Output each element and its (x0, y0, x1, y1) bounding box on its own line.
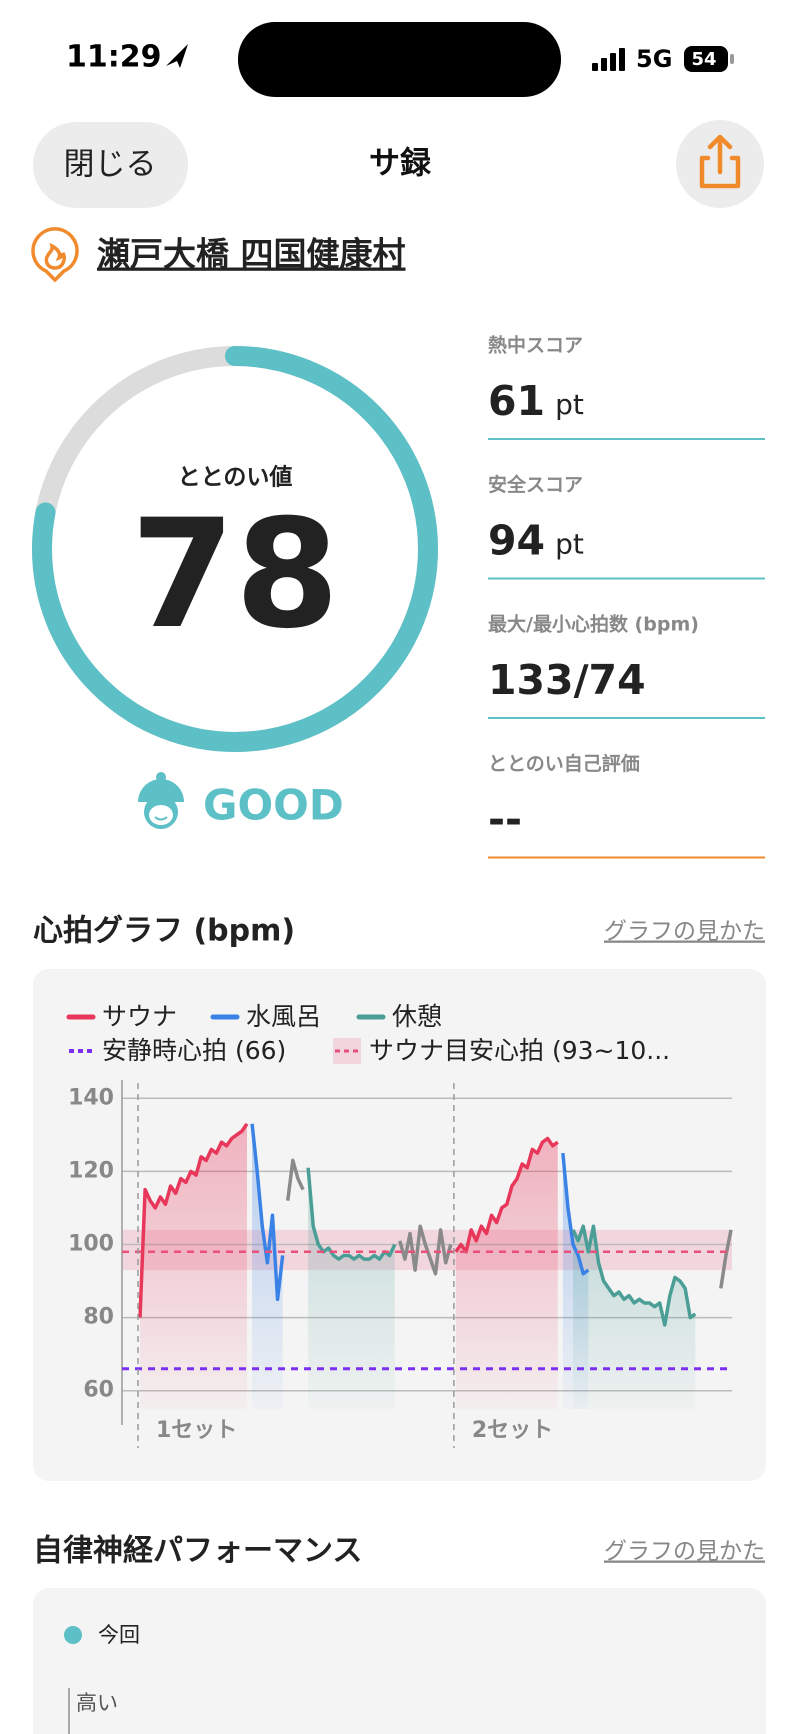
help-link[interactable]: グラフの見かた (604, 919, 765, 945)
set-label: 2セット (472, 1418, 553, 1443)
axis-label: 高い (76, 1691, 118, 1715)
stat-label: 熱中スコア (488, 334, 583, 357)
line (398, 1224, 453, 1276)
battery-level: 54 (691, 49, 716, 70)
location-arrow (166, 44, 188, 68)
close-button[interactable] (33, 122, 188, 208)
help-link[interactable]: グラフの見かた (604, 1539, 765, 1565)
network: 5G (636, 45, 672, 73)
legend-label: 水風呂 (246, 1002, 321, 1031)
y-tick-label: 120 (68, 1158, 114, 1183)
header-title: サ録 (369, 146, 432, 182)
line (454, 1136, 559, 1254)
y-tick-label: 140 (68, 1085, 114, 1110)
section-title: 自律神経パフォーマンス (33, 1534, 362, 1569)
line (571, 1224, 697, 1327)
y-tick-label: 80 (83, 1305, 114, 1330)
close-label[interactable]: 閉じる (64, 147, 157, 183)
score-label: ととのい値 (178, 465, 293, 491)
rating-icon (138, 772, 184, 829)
legend-label: 安静時心拍 (66) (102, 1036, 286, 1065)
score-value: 78 (131, 488, 340, 662)
rating: GOOD (203, 781, 344, 830)
legend-label: サウナ目安心拍 (93~10... (369, 1036, 670, 1065)
area (455, 1138, 558, 1409)
location-name[interactable]: 瀬戸大橋 四国健康村 (97, 235, 406, 274)
line (138, 1122, 249, 1318)
stat-label: ととのい自己評価 (488, 752, 640, 775)
share-icon[interactable] (699, 134, 741, 189)
status-time: 11:29 (66, 40, 162, 75)
stat-label: 安全スコア (488, 473, 583, 496)
legend-label: 休憩 (392, 1002, 442, 1031)
area (252, 1123, 283, 1409)
dynamic-island (238, 22, 561, 97)
battery (684, 46, 728, 72)
legend-dot (64, 1626, 82, 1644)
line (719, 1229, 733, 1289)
area (140, 1123, 247, 1409)
battery-tip (730, 54, 734, 64)
stat-unit: pt (555, 528, 584, 561)
legend-label: 今回 (98, 1623, 140, 1647)
stat-unit: pt (555, 388, 584, 421)
stat-label: 最大/最小心拍数 (bpm) (488, 613, 699, 636)
line (250, 1123, 285, 1302)
legend-label: サウナ (102, 1002, 177, 1031)
line (286, 1158, 305, 1201)
area (573, 1226, 696, 1409)
stat-value: 94 (488, 517, 545, 565)
line (561, 1152, 590, 1276)
autonomic-card (33, 1588, 766, 1734)
signal-icon (592, 48, 625, 71)
set-label: 1セット (156, 1418, 237, 1443)
y-tick-label: 100 (68, 1232, 114, 1257)
area (308, 1167, 395, 1409)
section-title: 心拍グラフ (bpm) (33, 914, 295, 949)
stat-value: 61 (488, 377, 545, 425)
y-tick-label: 60 (83, 1378, 114, 1403)
location-icon (31, 227, 79, 283)
stat-value: 133/74 (488, 656, 646, 704)
stat-value: -- (488, 796, 522, 844)
gauge-arc (32, 346, 438, 752)
